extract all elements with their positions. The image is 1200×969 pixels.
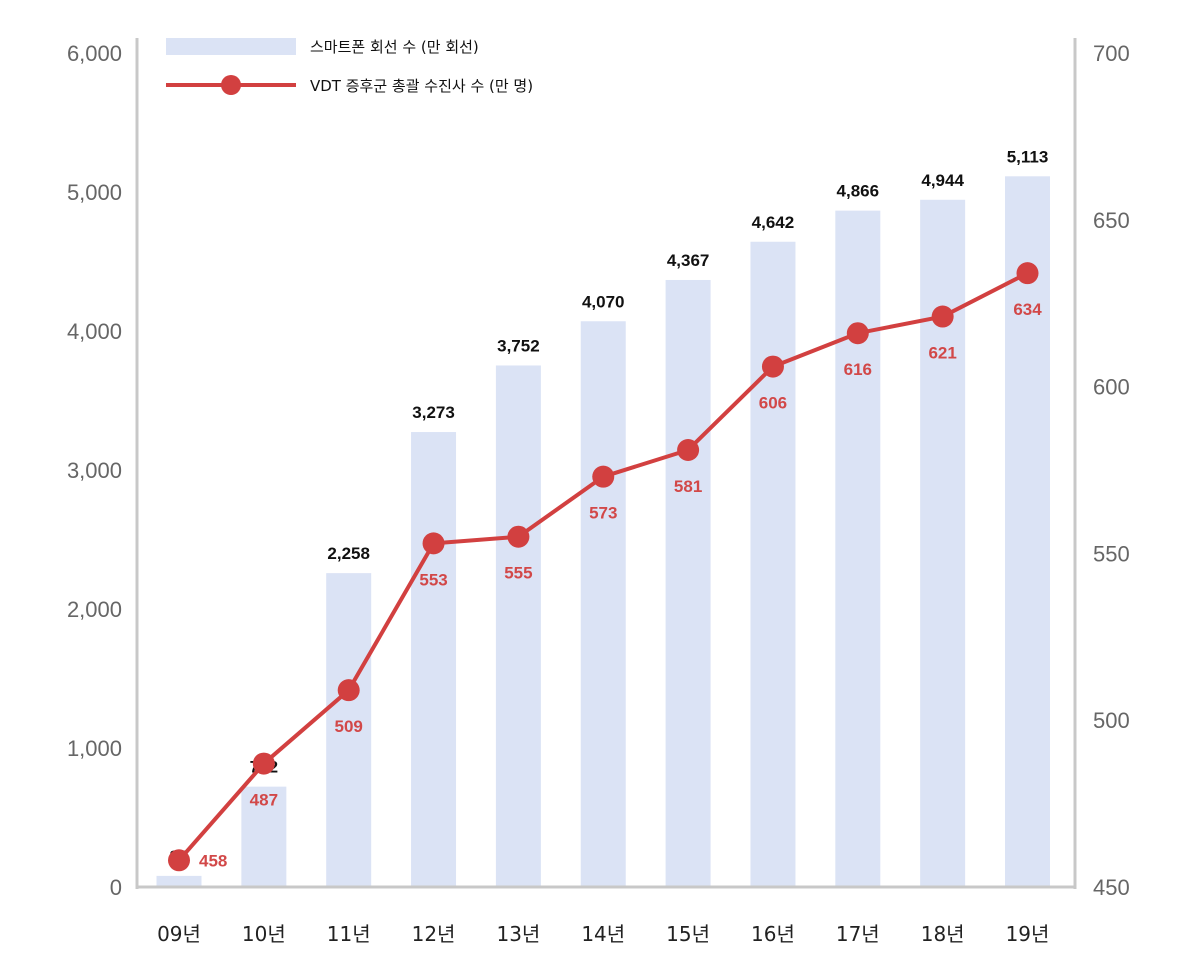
x-tick-label: 17년	[836, 922, 880, 946]
line-value-label: 458	[199, 851, 227, 870]
bar	[580, 321, 626, 887]
bar-value-label: 5,113	[1007, 147, 1049, 166]
bar-value-label: 2,258	[327, 544, 370, 563]
y-tick-label-right: 600	[1093, 375, 1130, 400]
bar	[495, 365, 541, 887]
line-point	[337, 679, 360, 702]
legend-line-marker	[221, 75, 241, 95]
legend-bar-swatch	[166, 38, 296, 55]
line-value-label: 634	[1013, 300, 1042, 319]
y-tick-label-right: 450	[1093, 875, 1130, 900]
y-tick-label-right: 550	[1093, 541, 1130, 566]
line-point	[1016, 262, 1039, 285]
y-tick-label-left: 1,000	[67, 736, 122, 761]
bar	[241, 786, 287, 887]
x-tick-label: 14년	[581, 922, 625, 946]
bar	[665, 279, 711, 887]
line-value-label: 616	[844, 360, 872, 379]
line-value-label: 553	[419, 570, 447, 589]
legend-label-line: VDT 증후군 총괄 수진사 수 (만 명)	[310, 77, 533, 95]
line-point	[422, 532, 445, 555]
legend-label-bar: 스마트폰 회선 수 (만 회선)	[310, 38, 479, 56]
bar	[156, 875, 202, 887]
bar-value-label: 4,070	[582, 292, 625, 311]
x-tick-label: 18년	[921, 922, 965, 946]
line-value-label: 581	[674, 477, 702, 496]
line-point	[931, 305, 954, 328]
bar-value-label: 3,752	[497, 336, 540, 355]
x-tick-label: 13년	[496, 922, 540, 946]
y-tick-label-right: 700	[1093, 41, 1130, 66]
line-point	[507, 525, 530, 548]
bar	[750, 241, 796, 888]
x-tick-label: 10년	[242, 922, 286, 946]
bar-value-label: 4,367	[667, 251, 710, 270]
bar	[920, 199, 966, 887]
bar-value-label: 4,866	[837, 182, 880, 201]
line-point	[677, 438, 700, 461]
x-tick-label: 15년	[666, 922, 710, 946]
x-tick-label: 11년	[327, 922, 371, 946]
line-value-label: 573	[589, 504, 617, 523]
bar-value-label: 4,642	[752, 213, 795, 232]
y-tick-label-left: 2,000	[67, 597, 122, 622]
line-value-label: 621	[928, 344, 956, 363]
x-tick-label: 09년	[157, 922, 201, 946]
bar-value-label: 4,944	[921, 171, 964, 190]
line-point	[761, 355, 784, 378]
x-tick-label: 12년	[412, 922, 456, 946]
y-tick-label-left: 0	[110, 875, 122, 900]
y-tick-label-left: 3,000	[67, 458, 122, 483]
x-tick-label: 16년	[751, 922, 795, 946]
bar	[411, 432, 457, 887]
line-value-label: 509	[335, 717, 363, 736]
y-tick-label-left: 5,000	[67, 180, 122, 205]
line-value-label: 487	[250, 791, 278, 810]
line-value-label: 555	[504, 564, 532, 583]
x-tick-label: 19년	[1006, 922, 1050, 946]
y-tick-label-right: 500	[1093, 708, 1130, 733]
y-tick-label-left: 4,000	[67, 319, 122, 344]
bar-value-label: 3,273	[412, 403, 455, 422]
bar	[1005, 176, 1050, 888]
line-point	[592, 465, 615, 488]
y-tick-label-left: 6,000	[67, 41, 122, 66]
bar	[835, 210, 881, 888]
line-point	[846, 322, 869, 345]
line-point	[252, 752, 275, 775]
bar	[326, 573, 372, 887]
line-value-label: 606	[759, 394, 787, 413]
y-tick-label-right: 650	[1093, 208, 1130, 233]
line-point	[168, 849, 190, 872]
